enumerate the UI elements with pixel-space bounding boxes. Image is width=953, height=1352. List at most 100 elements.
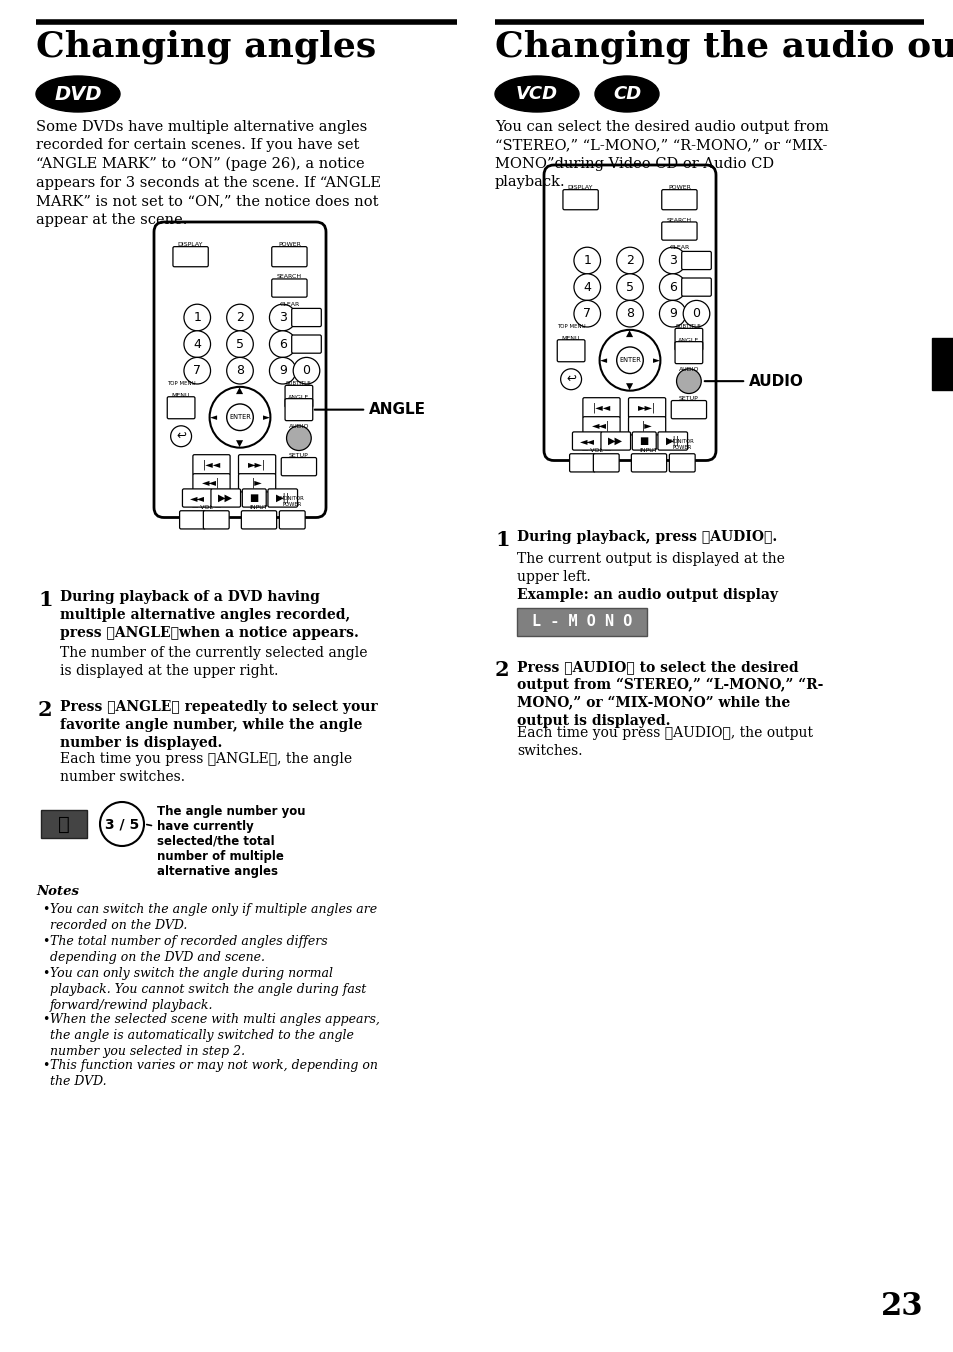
Text: When the selected scene with multi angles appears,
the angle is automatically sw: When the selected scene with multi angle… <box>50 1013 379 1059</box>
Text: TOP MENU: TOP MENU <box>167 381 195 385</box>
Text: Example: an audio output display: Example: an audio output display <box>517 588 778 602</box>
FancyBboxPatch shape <box>203 511 229 529</box>
Circle shape <box>616 274 642 300</box>
Text: MONITOR
POWER: MONITOR POWER <box>279 496 304 507</box>
Text: Changing the audio output: Changing the audio output <box>495 30 953 65</box>
Ellipse shape <box>595 76 659 112</box>
Text: You can select the desired audio output from
“STEREO,” “L-MONO,” “R-MONO,” or “M: You can select the desired audio output … <box>495 120 828 189</box>
FancyBboxPatch shape <box>238 454 275 475</box>
FancyBboxPatch shape <box>272 246 307 266</box>
Text: ENTER: ENTER <box>229 414 251 420</box>
FancyBboxPatch shape <box>681 251 711 269</box>
Text: •: • <box>42 1059 50 1072</box>
FancyBboxPatch shape <box>268 489 297 507</box>
Circle shape <box>659 274 685 300</box>
Text: Changing angles: Changing angles <box>36 30 375 65</box>
Text: 3: 3 <box>668 254 676 266</box>
Text: 2: 2 <box>495 660 509 680</box>
Text: ▲: ▲ <box>626 330 633 338</box>
Text: Notes: Notes <box>36 886 79 898</box>
Circle shape <box>286 426 311 450</box>
FancyBboxPatch shape <box>931 338 953 389</box>
Circle shape <box>210 387 270 448</box>
FancyBboxPatch shape <box>628 416 665 435</box>
Text: •: • <box>42 967 50 980</box>
Text: ▶▶: ▶▶ <box>608 435 622 446</box>
Text: ▶||: ▶|| <box>275 492 290 503</box>
Circle shape <box>682 300 709 327</box>
FancyBboxPatch shape <box>517 608 646 635</box>
Text: During playback of a DVD having
multiple alternative angles recorded,
press ⒷANG: During playback of a DVD having multiple… <box>60 589 358 639</box>
FancyBboxPatch shape <box>211 489 240 507</box>
Text: 0: 0 <box>302 364 310 377</box>
Circle shape <box>659 300 685 327</box>
FancyBboxPatch shape <box>153 222 326 518</box>
Text: POWER: POWER <box>277 242 300 247</box>
Circle shape <box>227 404 253 430</box>
Text: 2: 2 <box>38 700 52 721</box>
Text: ANGLE: ANGLE <box>314 402 425 418</box>
FancyBboxPatch shape <box>600 431 630 450</box>
Text: The number of the currently selected angle
is displayed at the upper right.: The number of the currently selected ang… <box>60 646 367 677</box>
Text: Each time you press ⒷAUDIOⒷ, the output
switches.: Each time you press ⒷAUDIOⒷ, the output … <box>517 726 812 758</box>
Circle shape <box>293 357 319 384</box>
Text: 3: 3 <box>278 311 287 324</box>
Circle shape <box>616 247 642 274</box>
Text: ►: ► <box>652 356 659 365</box>
Text: AUDIO: AUDIO <box>289 423 309 429</box>
Text: ENTER: ENTER <box>618 357 640 364</box>
Text: SUBTITLE: SUBTITLE <box>676 324 701 329</box>
Circle shape <box>171 426 192 446</box>
Text: |◄◄: |◄◄ <box>592 403 610 412</box>
Text: ◄◄|: ◄◄| <box>592 420 610 431</box>
Text: ▼: ▼ <box>236 439 243 448</box>
FancyBboxPatch shape <box>242 489 266 507</box>
Text: The total number of recorded angles differs
depending on the DVD and scene.: The total number of recorded angles diff… <box>50 936 327 964</box>
Circle shape <box>227 304 253 331</box>
Text: ►►|: ►►| <box>638 403 656 412</box>
Text: MENU: MENU <box>561 337 579 341</box>
Circle shape <box>269 331 295 357</box>
FancyBboxPatch shape <box>272 279 307 297</box>
Text: 23: 23 <box>881 1291 923 1322</box>
Text: ►►|: ►►| <box>248 460 266 470</box>
FancyBboxPatch shape <box>41 810 87 838</box>
Text: ANGLE: ANGLE <box>288 395 309 400</box>
Text: DVD: DVD <box>54 84 102 104</box>
Text: 7: 7 <box>193 364 201 377</box>
Text: VCD: VCD <box>516 85 558 103</box>
Text: 6: 6 <box>278 338 287 350</box>
FancyBboxPatch shape <box>167 396 194 419</box>
Text: ◄◄: ◄◄ <box>579 435 594 446</box>
Text: ANGLE: ANGLE <box>678 338 699 343</box>
Text: 6: 6 <box>668 281 676 293</box>
FancyBboxPatch shape <box>582 397 619 418</box>
Text: 5: 5 <box>625 281 634 293</box>
Text: 2: 2 <box>625 254 634 266</box>
Ellipse shape <box>495 76 578 112</box>
FancyBboxPatch shape <box>661 222 697 241</box>
FancyBboxPatch shape <box>285 385 313 407</box>
Text: During playback, press ⒷAUDIOⒷ.: During playback, press ⒷAUDIOⒷ. <box>517 530 777 544</box>
Text: ■: ■ <box>639 435 648 446</box>
Text: ■: ■ <box>250 493 258 503</box>
FancyBboxPatch shape <box>193 454 230 475</box>
FancyBboxPatch shape <box>669 454 695 472</box>
Circle shape <box>184 331 211 357</box>
Text: ◄: ◄ <box>210 412 217 422</box>
FancyBboxPatch shape <box>241 511 276 529</box>
Text: ▼: ▼ <box>626 383 633 391</box>
Text: DISPLAY: DISPLAY <box>567 185 593 191</box>
Text: 1: 1 <box>582 254 591 266</box>
Text: |◄◄: |◄◄ <box>202 460 220 470</box>
Circle shape <box>616 347 642 373</box>
FancyBboxPatch shape <box>179 511 205 529</box>
Text: This function varies or may not work, depending on
the DVD.: This function varies or may not work, de… <box>50 1059 377 1088</box>
Text: Some DVDs have multiple alternative angles
recorded for certain scenes. If you h: Some DVDs have multiple alternative angl… <box>36 120 380 227</box>
Circle shape <box>616 300 642 327</box>
Text: ↩: ↩ <box>565 373 576 385</box>
Circle shape <box>227 331 253 357</box>
Text: 3 / 5: 3 / 5 <box>105 817 139 831</box>
FancyBboxPatch shape <box>658 431 687 450</box>
Text: 2: 2 <box>235 311 244 324</box>
